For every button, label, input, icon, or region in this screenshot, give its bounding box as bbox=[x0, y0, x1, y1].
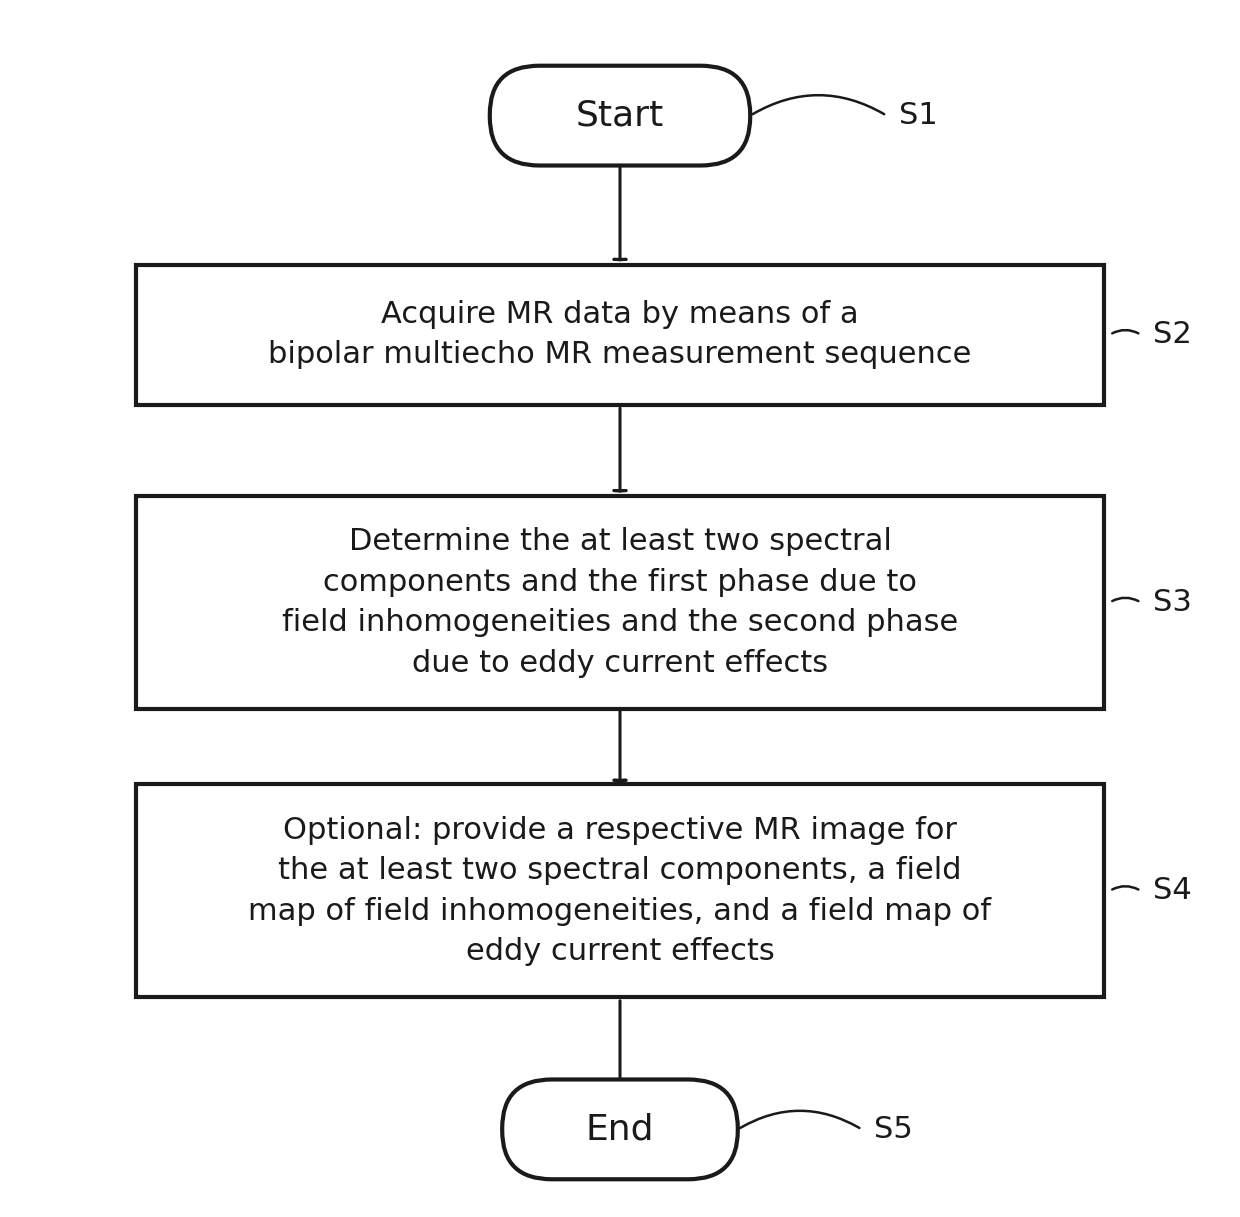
Text: Start: Start bbox=[575, 99, 665, 133]
Text: S1: S1 bbox=[899, 101, 937, 130]
Text: Optional: provide a respective MR image for
the at least two spectral components: Optional: provide a respective MR image … bbox=[248, 815, 992, 966]
Text: End: End bbox=[585, 1112, 655, 1146]
Text: Acquire MR data by means of a
bipolar multiecho MR measurement sequence: Acquire MR data by means of a bipolar mu… bbox=[268, 299, 972, 370]
Bar bbox=[136, 497, 1104, 708]
FancyBboxPatch shape bbox=[490, 66, 750, 166]
Text: S3: S3 bbox=[1153, 588, 1192, 617]
Text: S2: S2 bbox=[1153, 320, 1192, 349]
Bar bbox=[136, 265, 1104, 404]
Bar bbox=[136, 785, 1104, 998]
Text: Determine the at least two spectral
components and the first phase due to
field : Determine the at least two spectral comp… bbox=[281, 527, 959, 678]
FancyBboxPatch shape bbox=[502, 1079, 738, 1179]
Text: S4: S4 bbox=[1153, 876, 1192, 905]
Text: S5: S5 bbox=[874, 1115, 913, 1144]
